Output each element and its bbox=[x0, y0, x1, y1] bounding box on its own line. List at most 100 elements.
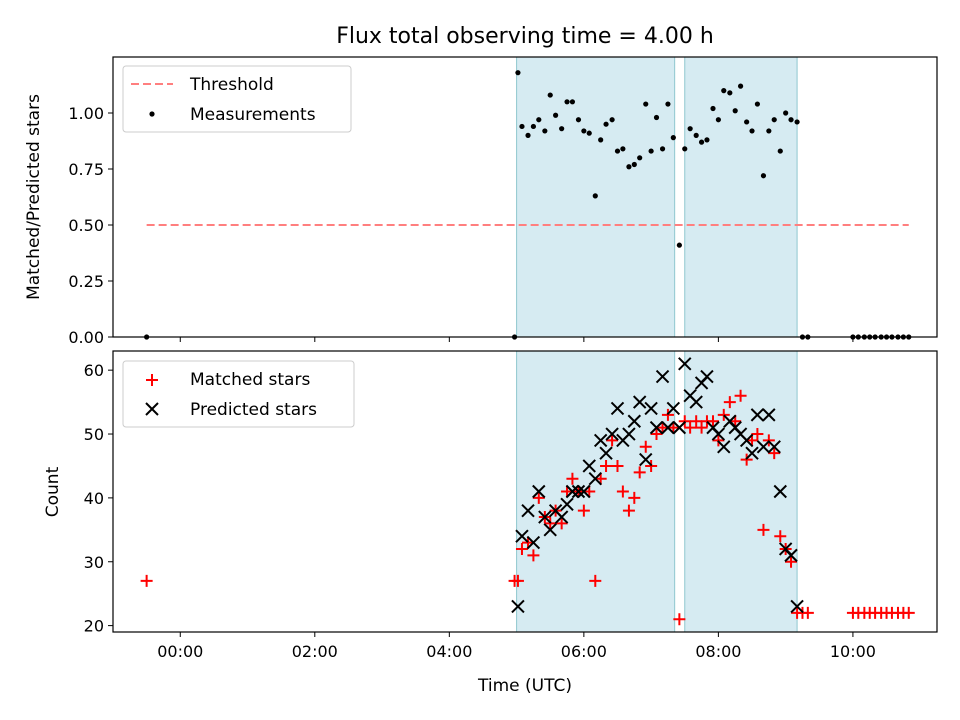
bottom-matched-stars-point bbox=[566, 472, 579, 485]
bottom-predicted-stars-point bbox=[750, 408, 765, 422]
bottom-matched-stars-point bbox=[639, 440, 652, 453]
top-y-tick-label: 0.00 bbox=[68, 328, 104, 347]
bottom-legend-predicted-swatch bbox=[145, 402, 159, 416]
bottom-panel-legend: Matched stars Predicted stars bbox=[122, 360, 355, 428]
bottom-matched-stars-point bbox=[515, 542, 528, 555]
bottom-matched-stars-point bbox=[785, 555, 798, 568]
top-panel-legend: Threshold Measurements bbox=[122, 65, 352, 133]
top-measurements-point bbox=[603, 121, 609, 127]
bottom-matched-stars-point bbox=[555, 517, 568, 530]
bottom-legend-box bbox=[122, 360, 355, 428]
top-legend-threshold-label: Threshold bbox=[189, 75, 274, 95]
top-measurements-point bbox=[794, 119, 800, 125]
bottom-x-tick-label: 06:00 bbox=[561, 642, 607, 661]
top-measurements-point bbox=[564, 99, 570, 105]
bottom-predicted-stars-point bbox=[515, 529, 529, 543]
bottom-predicted-stars-point bbox=[767, 440, 781, 454]
top-measurements-point bbox=[542, 128, 548, 134]
bottom-matched-stars-point bbox=[589, 574, 602, 587]
top-measurements-point bbox=[631, 161, 637, 168]
bottom-predicted-stars-point bbox=[655, 369, 670, 384]
bottom-predicted-stars-point bbox=[605, 427, 619, 441]
bottom-predicted-stars-point bbox=[661, 420, 675, 435]
bottom-matched-stars-point bbox=[577, 504, 590, 517]
top-measurements-point bbox=[553, 112, 559, 118]
bottom-matched-stars-point bbox=[707, 415, 720, 428]
bottom-legend-predicted-label: Predicted stars bbox=[190, 400, 317, 420]
top-measurements-point bbox=[620, 146, 626, 152]
bottom-matched-stars-point bbox=[633, 466, 646, 479]
bottom-matched-stars-point bbox=[801, 606, 814, 619]
top-measurements-point bbox=[783, 110, 789, 116]
bottom-matched-stars-point bbox=[511, 574, 524, 587]
top-measurements-point bbox=[609, 117, 615, 123]
bottom-predicted-stars-point bbox=[582, 459, 596, 473]
top-measurements-point bbox=[525, 132, 531, 138]
top-measurements-point bbox=[653, 114, 660, 121]
bottom-matched-stars-point bbox=[684, 421, 697, 434]
top-panel-frame bbox=[112, 56, 938, 338]
bottom-x-tick-label: 00:00 bbox=[157, 642, 203, 661]
bottom-predicted-stars-point bbox=[784, 548, 798, 563]
bottom-matched-stars-point bbox=[600, 459, 613, 472]
bottom-x-tick-label: 04:00 bbox=[426, 642, 472, 661]
top-measurements-point bbox=[715, 117, 721, 123]
bottom-legend-matched-swatch bbox=[146, 374, 158, 386]
bottom-matched-stars-point bbox=[673, 613, 686, 626]
top-measurements-point bbox=[721, 88, 727, 94]
bottom-predicted-stars-point bbox=[622, 427, 636, 441]
bottom-legend-matched-label: Matched stars bbox=[190, 370, 310, 390]
bottom-y-tick-label: 60 bbox=[84, 361, 104, 380]
bottom-y-tick-label: 40 bbox=[84, 489, 104, 508]
bottom-predicted-stars-point bbox=[773, 484, 787, 499]
bottom-predicted-stars-point bbox=[649, 420, 664, 435]
bottom-y-tick-label: 30 bbox=[84, 553, 104, 572]
bottom-predicted-stars-point bbox=[588, 472, 602, 486]
top-measurements-point bbox=[777, 148, 783, 154]
bottom-panel-counts: 20 30 40 50 60 00:00 02:00 04:00 06:00 08:00 10:00… bbox=[43, 350, 938, 696]
top-measurements-point bbox=[581, 128, 587, 134]
bottom-matched-stars-point bbox=[768, 447, 781, 460]
bottom-panel-y-axis-label: Count bbox=[43, 466, 63, 517]
bottom-predicted-stars-point bbox=[627, 414, 642, 428]
top-measurements-point bbox=[648, 148, 654, 154]
top-measurements-point bbox=[732, 108, 738, 114]
bottom-predicted-stars-point bbox=[577, 484, 591, 499]
bottom-predicted-stars-point bbox=[554, 510, 569, 524]
bottom-matched-stars-point bbox=[695, 421, 708, 434]
top-measurements-point bbox=[626, 164, 632, 170]
top-y-tick-label: 0.50 bbox=[68, 216, 104, 235]
bottom-matched-stars-point bbox=[717, 408, 730, 421]
top-measurements-point bbox=[515, 70, 521, 76]
bottom-matched-stars-point bbox=[690, 415, 703, 428]
bottom-predicted-stars-point bbox=[532, 484, 546, 499]
bottom-y-tick-label: 50 bbox=[84, 425, 104, 444]
bottom-panel-frame bbox=[112, 350, 938, 633]
top-measurements-point bbox=[614, 148, 621, 154]
bottom-predicted-stars-point bbox=[560, 497, 574, 511]
bottom-predicted-stars-point bbox=[790, 599, 804, 614]
top-shaded-interval-2 bbox=[684, 56, 798, 338]
top-panel-ratio: 0.00 0.25 0.50 0.75 1.00 Matched/Predicted s… bbox=[24, 56, 938, 347]
top-measurements-point bbox=[665, 101, 671, 107]
top-legend-measurements-label: Measurements bbox=[190, 105, 316, 125]
bottom-matched-stars-point bbox=[757, 523, 770, 536]
top-y-tick-label: 1.00 bbox=[68, 104, 104, 123]
bottom-predicted-stars-point bbox=[565, 484, 580, 499]
bottom-x-tick-label: 10:00 bbox=[830, 642, 876, 661]
bottom-matched-stars-point bbox=[532, 491, 545, 504]
bottom-predicted-stars-point bbox=[717, 440, 731, 454]
bottom-matched-stars-point bbox=[527, 549, 540, 562]
top-panel-y-axis-label: Matched/Predicted stars bbox=[24, 94, 44, 300]
bottom-x-tick-label: 02:00 bbox=[292, 642, 338, 661]
top-measurements-point bbox=[737, 83, 744, 89]
top-measurements-point bbox=[749, 128, 755, 134]
bottom-predicted-stars-point bbox=[745, 446, 759, 460]
top-measurements-point bbox=[643, 101, 649, 107]
bottom-predicted-stars-point bbox=[700, 369, 714, 384]
bottom-predicted-stars-point bbox=[689, 395, 703, 409]
top-legend-measurements-swatch bbox=[149, 111, 155, 117]
top-measurements-point bbox=[710, 105, 716, 112]
bottom-predicted-stars-point bbox=[526, 535, 541, 550]
